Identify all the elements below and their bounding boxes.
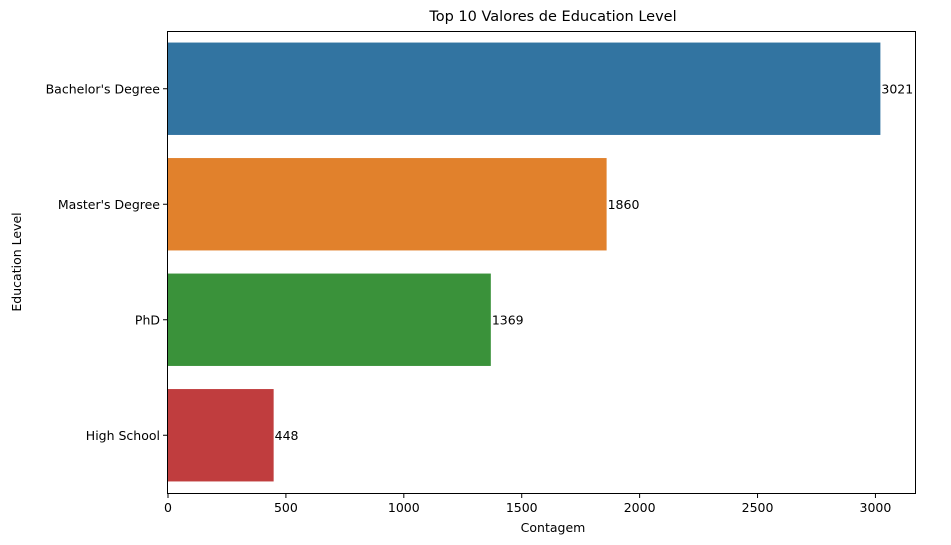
chart-title: Top 10 Valores de Education Level <box>428 9 676 25</box>
bar-2 <box>168 273 491 366</box>
data-labels-group: 3021 1860 1369 448 <box>275 81 914 443</box>
data-label-3: 448 <box>275 428 299 443</box>
x-axis-label: Contagem <box>521 520 586 535</box>
data-label-1: 1860 <box>608 197 640 212</box>
data-label-0: 3021 <box>881 81 913 96</box>
plot-frame <box>167 31 916 494</box>
bar-1 <box>168 158 607 251</box>
bar-3 <box>168 389 274 482</box>
y-tick-label-0: Bachelor's Degree <box>46 81 161 96</box>
data-label-2: 1369 <box>492 312 524 327</box>
x-tick-label-0: 0 <box>164 500 172 515</box>
x-tick-label-6: 3000 <box>860 500 892 515</box>
y-tick-label-2: PhD <box>135 312 160 327</box>
x-tick-label-3: 1500 <box>506 500 538 515</box>
bars-group <box>168 42 881 482</box>
bar-0 <box>168 42 881 135</box>
y-tick-label-1: Master's Degree <box>58 197 160 212</box>
x-tick-label-2: 1000 <box>388 500 420 515</box>
y-axis-label: Education Level <box>9 212 24 311</box>
y-axis-ticks: Bachelor's Degree Master's Degree PhD High … <box>46 81 168 443</box>
x-tick-label-1: 500 <box>274 500 298 515</box>
x-tick-label-4: 2000 <box>624 500 656 515</box>
x-axis-ticks: 0 500 1000 1500 2000 2500 3000 <box>164 493 891 515</box>
x-tick-label-5: 2500 <box>742 500 774 515</box>
y-tick-label-3: High School <box>86 428 160 443</box>
